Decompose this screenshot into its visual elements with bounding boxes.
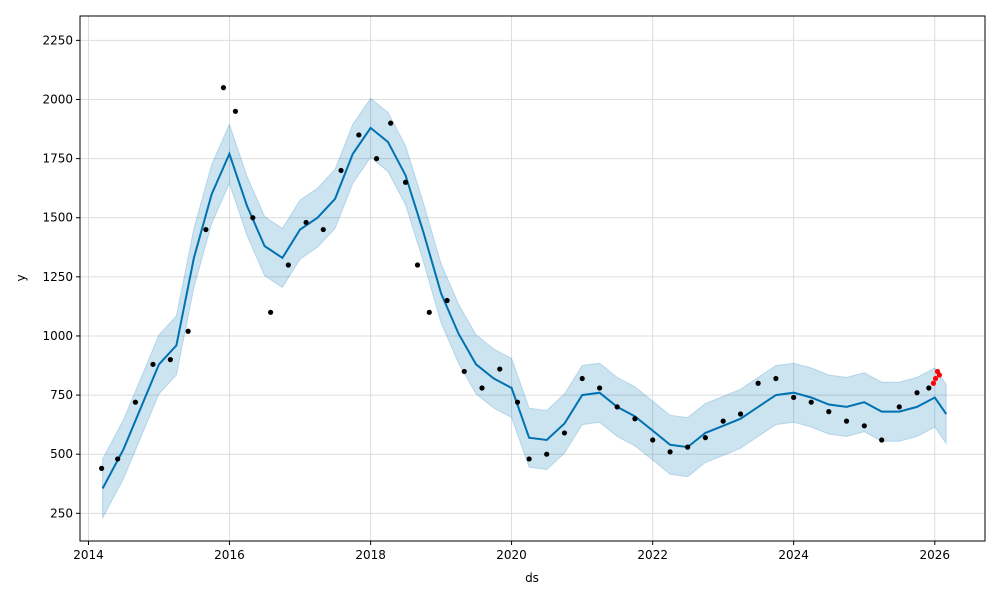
observed-point (356, 132, 362, 138)
observed-point (402, 179, 409, 185)
y-tick-label: 1750 (42, 152, 73, 166)
recent-point (930, 380, 937, 386)
observed-point (843, 418, 850, 424)
observed-point (444, 297, 450, 304)
observed-point (526, 456, 532, 462)
observed-point (250, 215, 256, 221)
observed-point (614, 404, 620, 410)
x-tick-label: 2014 (73, 548, 104, 562)
observed-point (373, 156, 380, 162)
observed-point (579, 375, 585, 382)
x-tick-label: 2022 (637, 548, 668, 562)
y-tick-label: 750 (50, 388, 73, 402)
observed-point (132, 399, 139, 405)
observed-point (99, 465, 105, 471)
observed-point (791, 394, 797, 401)
plot-background (80, 16, 985, 541)
x-axis-ticks: 2014 2016 2018 2020 2022 2024 2026 (73, 541, 950, 562)
x-tick-label: 2016 (214, 548, 245, 562)
observed-point (879, 437, 885, 443)
observed-point (667, 449, 673, 455)
observed-point (220, 85, 227, 91)
observed-point (702, 435, 709, 441)
recent-points (930, 368, 943, 386)
observed-point (232, 108, 239, 114)
x-tick-label: 2020 (496, 548, 527, 562)
observed-point (320, 226, 326, 233)
observed-point (338, 167, 344, 174)
observed-point (150, 361, 156, 367)
observed-point (426, 309, 432, 315)
y-tick-label: 1250 (42, 270, 73, 284)
observed-point (685, 444, 691, 450)
observed-point (115, 456, 121, 462)
observed-point (414, 262, 421, 268)
y-axis-label: y (14, 274, 28, 281)
observed-point (461, 368, 467, 375)
observed-point (737, 411, 744, 417)
y-tick-label: 2000 (42, 92, 73, 106)
forecast-line (101, 126, 948, 489)
observed-point (267, 309, 274, 315)
observed-point (861, 423, 867, 429)
observed-point (479, 385, 485, 391)
observed-point (632, 416, 638, 422)
observed-point (808, 399, 814, 405)
x-tick-label: 2026 (920, 548, 951, 562)
x-tick-label: 2024 (778, 548, 809, 562)
y-tick-label: 2250 (42, 33, 73, 47)
observed-point (185, 328, 191, 334)
observed-point (514, 399, 521, 405)
y-tick-label: 250 (50, 506, 73, 520)
observed-point (285, 262, 291, 268)
observed-point (544, 451, 550, 457)
observed-point (497, 366, 503, 372)
recent-point (936, 372, 943, 378)
grid (80, 16, 985, 541)
observed-point (303, 219, 309, 226)
observed-point (773, 375, 779, 382)
plot-frame (79, 15, 986, 542)
y-tick-label: 500 (50, 447, 73, 461)
observed-points (99, 85, 932, 471)
y-axis-ticks: 250 500 750 1000 1250 1500 1750 2000 2250 (42, 33, 80, 520)
observed-point (388, 120, 394, 126)
observed-point (826, 409, 832, 415)
observed-point (596, 385, 603, 391)
observed-point (650, 437, 656, 443)
y-tick-label: 1000 (42, 329, 73, 343)
observed-point (755, 380, 761, 386)
observed-point (896, 404, 902, 410)
y-tick-label: 1500 (42, 211, 73, 225)
recent-point (932, 375, 939, 382)
observed-point (561, 430, 568, 436)
uncertainty-band (102, 97, 947, 519)
observed-point (914, 390, 920, 396)
observed-point (926, 385, 932, 391)
x-axis-label: ds (525, 571, 539, 585)
x-tick-label: 2018 (355, 548, 386, 562)
observed-point (203, 226, 209, 233)
observed-point (720, 418, 726, 424)
observed-point (167, 357, 173, 363)
